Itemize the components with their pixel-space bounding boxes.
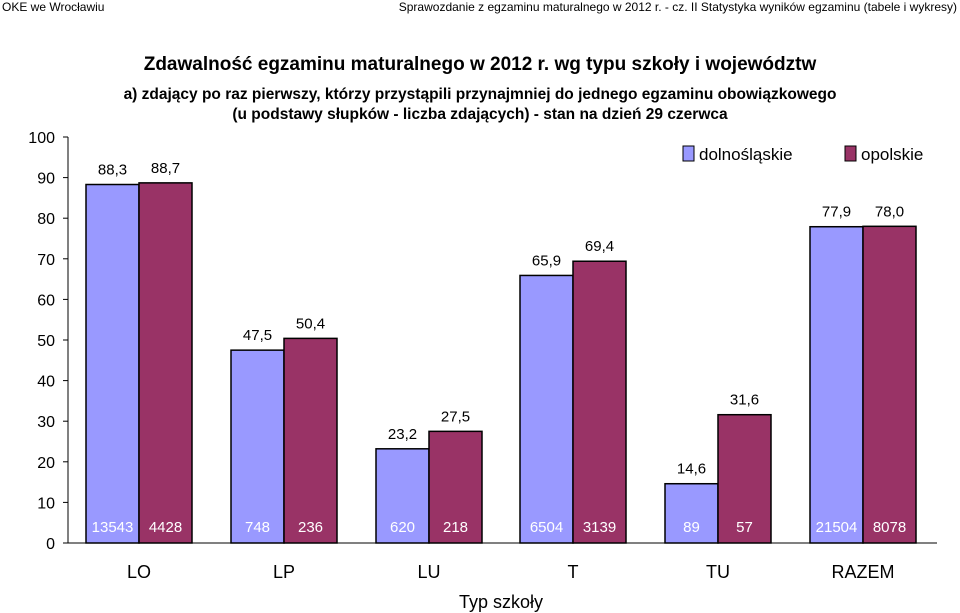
legend-swatch-opolskie	[844, 145, 857, 162]
y-tick-label: 10	[37, 495, 55, 512]
legend-entry: opolskie	[861, 145, 923, 164]
y-tick-label: 50	[37, 333, 55, 350]
bar-opolskie	[862, 225, 917, 544]
bar-opolskie	[428, 430, 483, 544]
data-label: 14,6	[677, 461, 706, 478]
y-tick-label: 0	[46, 536, 55, 553]
count-label: 4428	[149, 519, 182, 536]
header-left-text: OKE we Wrocławiu	[2, 0, 105, 14]
count-label: 21504	[816, 519, 858, 536]
y-tick-label: 40	[37, 374, 55, 391]
y-tick-label: 30	[37, 414, 55, 431]
header-right-text: Sprawozdanie z egzaminu maturalnego w 20…	[398, 0, 957, 14]
y-tick-label: 80	[37, 211, 55, 228]
x-axis-label: Typ szkoły	[459, 592, 543, 612]
count-label: 236	[298, 519, 323, 536]
y-tick-label: 20	[37, 455, 55, 472]
bar-opolskie	[138, 182, 193, 544]
y-tick-label: 60	[37, 292, 55, 309]
x-tick-label: LO	[127, 562, 151, 582]
y-tick-label: 100	[28, 130, 55, 147]
data-label: 31,6	[730, 392, 759, 409]
count-label: 57	[736, 519, 753, 536]
x-tick-label: T	[568, 562, 579, 582]
data-label: 88,7	[151, 160, 180, 177]
data-label: 47,5	[243, 327, 272, 344]
data-label: 78,0	[875, 203, 904, 220]
chart-title: Zdawalność egzaminu maturalnego w 2012 r…	[143, 54, 817, 75]
bar-opolskie	[717, 413, 772, 544]
count-label: 13543	[92, 519, 134, 536]
count-label: 3139	[583, 519, 616, 536]
count-label: 218	[443, 519, 468, 536]
data-label: 50,4	[296, 315, 325, 332]
bar-dolnoslaskie	[230, 349, 285, 544]
data-label: 23,2	[388, 426, 417, 443]
count-label: 8078	[873, 519, 906, 536]
x-tick-label: TU	[706, 562, 730, 582]
bar-dolnoslaskie	[85, 183, 140, 544]
legend-swatch-dolnoslaskie	[682, 145, 695, 162]
count-label: 89	[683, 519, 700, 536]
data-label: 27,5	[441, 408, 470, 425]
data-label: 77,9	[822, 204, 851, 221]
bar-opolskie	[283, 337, 338, 544]
x-tick-label: RAZEM	[832, 562, 895, 582]
bar-dolnoslaskie	[519, 274, 574, 544]
x-tick-label: LU	[417, 562, 440, 582]
chart-subtitle-line-2: (u podstawy słupków - liczba zdających) …	[232, 106, 728, 123]
x-tick-label: LP	[273, 562, 295, 582]
y-tick-label: 90	[37, 171, 55, 188]
count-label: 6504	[530, 519, 563, 536]
count-label: 748	[245, 519, 270, 536]
data-label: 88,3	[98, 162, 127, 179]
data-label: 69,4	[585, 238, 614, 255]
chart-subtitle-line-1: a) zdający po raz pierwszy, którzy przys…	[123, 86, 837, 103]
bar-opolskie	[572, 260, 627, 544]
y-tick-label: 70	[37, 252, 55, 269]
bar-dolnoslaskie	[809, 225, 864, 544]
legend-entry: dolnośląskie	[699, 145, 793, 164]
data-label: 65,9	[532, 252, 561, 269]
count-label: 620	[390, 519, 415, 536]
